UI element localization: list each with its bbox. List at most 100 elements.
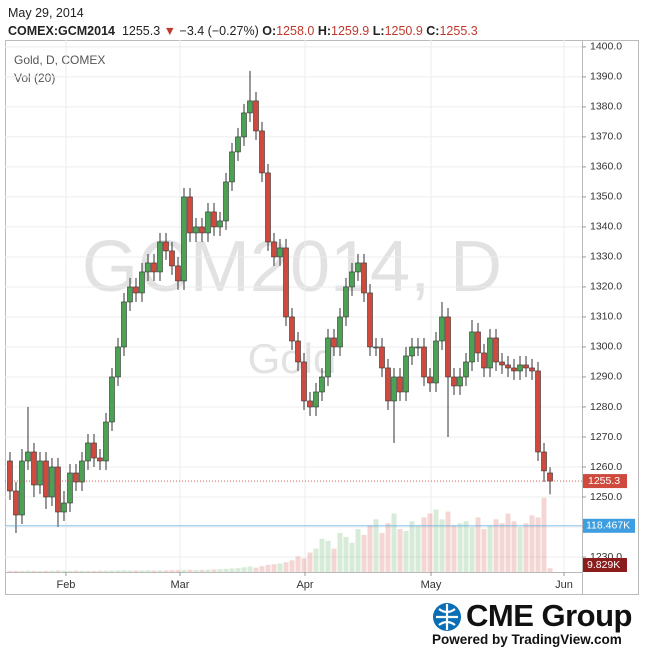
volume-bar (217, 569, 223, 572)
candle-body (241, 112, 247, 138)
volume-bar (283, 562, 289, 572)
candle-body (475, 331, 481, 354)
candle-body (313, 391, 319, 408)
volume-bar (535, 517, 541, 572)
volume-bar (139, 570, 145, 572)
candle-body (163, 241, 169, 252)
y-tick-label: 1370.0 (590, 131, 622, 143)
candle-body (439, 316, 445, 342)
volume-bar (103, 570, 109, 572)
volume-bar (223, 568, 229, 572)
candle-body (211, 211, 217, 228)
y-tick-label: 1310.0 (590, 311, 622, 323)
volume-bar (349, 542, 355, 572)
candle-body (445, 316, 451, 378)
candle-body (283, 247, 289, 318)
volume-bar (499, 523, 505, 572)
last-price-box (583, 474, 627, 489)
candle-body (307, 400, 313, 408)
volume-bar (157, 570, 163, 572)
last: 1255.3 (121, 24, 161, 38)
x-tick-label: Mar (170, 579, 189, 591)
volume-bar (481, 529, 487, 572)
volume-average-box (583, 518, 635, 533)
volume-bar (43, 570, 49, 572)
x-tick-label: Apr (296, 579, 313, 591)
high-label: H: (317, 24, 332, 38)
volume-bar (277, 563, 283, 572)
candle-body (541, 451, 547, 472)
candle-body (49, 466, 55, 498)
candle-body (73, 472, 79, 483)
candle-body (109, 376, 115, 423)
candle-body (451, 376, 457, 387)
volume-bar (271, 564, 277, 572)
volume-bar (511, 521, 517, 572)
volume-bar (403, 531, 409, 572)
volume-bar (301, 558, 307, 572)
arrow: ▼ (163, 24, 177, 38)
last-price-label: 1255.3 (588, 475, 620, 487)
brand: CME Group (466, 598, 633, 633)
candle-body (103, 421, 109, 462)
candle-body (487, 337, 493, 369)
candle-body (523, 364, 529, 369)
candle-body (415, 346, 421, 349)
candle-body (379, 346, 385, 369)
volume-bar (199, 569, 205, 572)
candle-body (259, 130, 265, 174)
candle-body (31, 451, 37, 486)
y-tick-label: 1390.0 (590, 71, 622, 83)
candle-body (547, 472, 553, 482)
y-tick-label: 1380.0 (590, 101, 622, 113)
volume-bar (235, 568, 241, 572)
candle-body (289, 316, 295, 342)
chart: GCM2014, D Gold Gold, D, COMEX Vol (20) … (5, 40, 639, 595)
candle-body (457, 376, 463, 387)
candle-body (55, 466, 61, 513)
volume-bar (493, 519, 499, 572)
candle-body (463, 361, 469, 378)
candle-body (223, 181, 229, 222)
candle-body (427, 376, 433, 384)
volume-bar (85, 570, 91, 572)
candle-body (19, 460, 25, 516)
candle-body (403, 355, 409, 393)
candle-body (295, 340, 301, 363)
low-label: L: (372, 24, 385, 38)
powered: Powered by TradingView.com (432, 632, 622, 647)
candle-body (169, 250, 175, 267)
candle-body (145, 262, 151, 273)
volume-bar (259, 566, 265, 572)
candle-body (421, 346, 427, 378)
volume-bar (127, 570, 133, 572)
volume-bar (475, 517, 481, 572)
volume-bar (133, 570, 139, 572)
candle-body (493, 337, 499, 363)
volume-bar (79, 570, 85, 572)
volume-bar (445, 511, 451, 572)
volume-last-box (583, 558, 627, 572)
candle-body (397, 376, 403, 393)
candle-body (253, 100, 259, 132)
candle-body (37, 460, 43, 486)
candle-body (409, 346, 415, 357)
x-tick-label: Feb (56, 579, 75, 591)
volume-bar (13, 570, 19, 572)
candle-body (385, 367, 391, 402)
candle-body (355, 262, 361, 273)
volume-bar (67, 570, 73, 572)
candle-body (7, 460, 13, 492)
volume-bar (193, 570, 199, 572)
volume-bar (97, 570, 103, 572)
volume-bar (373, 519, 379, 572)
y-tick-label: 1270.0 (590, 431, 622, 443)
cme-logo (433, 603, 461, 631)
candle-body (43, 460, 49, 498)
candle-body (517, 364, 523, 372)
grid (5, 40, 582, 572)
candle-body (361, 262, 367, 294)
candle-body (181, 196, 187, 282)
volume-bar (73, 570, 79, 572)
